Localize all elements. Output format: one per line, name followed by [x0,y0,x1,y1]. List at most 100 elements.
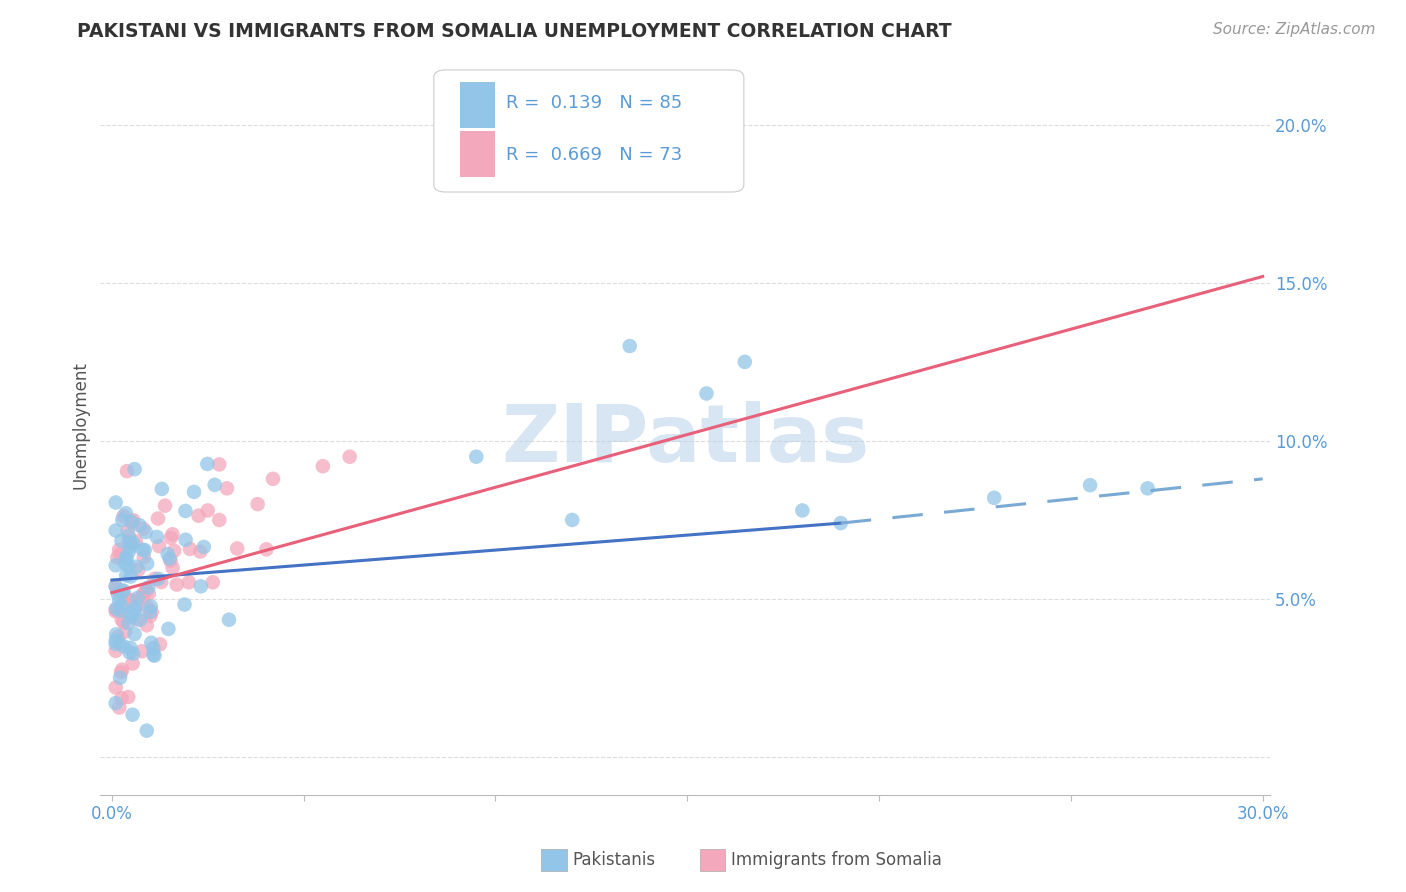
Point [104,524,127,538]
Point [132,590,155,604]
Point [122,513,145,527]
Point [114,624,136,639]
Point [187,508,209,523]
Point [110,665,132,680]
Point [111,603,134,617]
Point [153,499,176,513]
Point [105,627,128,641]
Point [120,540,142,554]
Point [465,450,488,464]
Point [110,533,132,548]
Point [148,539,170,553]
Point [159,553,181,567]
Point [339,450,361,464]
Point [108,542,131,557]
Point [124,462,146,476]
Point [120,593,142,607]
Point [121,609,143,624]
Point [179,541,201,556]
Text: ZIPatlas: ZIPatlas [501,401,869,479]
Point [150,482,173,496]
Point [104,644,127,658]
Point [142,641,165,656]
Text: R =  0.669   N = 73: R = 0.669 N = 73 [506,146,682,164]
Point [114,590,136,604]
Point [136,601,159,615]
Point [146,511,169,525]
Point [104,681,127,695]
Point [132,522,155,536]
Point [135,582,157,597]
Point [108,547,131,561]
Point [734,355,756,369]
Point [117,524,139,538]
Point [1078,478,1101,492]
Point [104,579,127,593]
Point [159,531,181,545]
Point [117,615,139,630]
Point [104,604,127,618]
Point [619,339,641,353]
Point [121,657,143,671]
Point [163,543,186,558]
Point [129,613,152,627]
Point [114,557,136,571]
Point [174,504,197,518]
Point [104,633,127,648]
Point [108,594,131,608]
Point [115,551,138,566]
Point [135,618,157,632]
Point [104,495,127,509]
Point [120,607,142,621]
Point [108,604,131,618]
Point [111,599,134,613]
Text: Source: ZipAtlas.com: Source: ZipAtlas.com [1212,22,1375,37]
Point [120,640,142,655]
Point [115,568,138,582]
Point [195,457,218,471]
Point [141,636,163,650]
Point [107,588,129,602]
Point [138,581,160,595]
Point [121,515,143,529]
Point [162,527,184,541]
Point [142,648,165,662]
Text: Immigrants from Somalia: Immigrants from Somalia [731,851,942,869]
Point [125,612,148,626]
Point [173,598,195,612]
Point [104,637,127,651]
Point [135,525,157,540]
Point [162,561,184,575]
Point [246,497,269,511]
Point [120,535,142,549]
Point [124,600,146,615]
Point [148,572,170,586]
Point [204,478,226,492]
Point [108,671,131,685]
Point [792,503,814,517]
Point [132,549,155,564]
Point [135,583,157,598]
Point [124,627,146,641]
Point [117,690,139,704]
Point [177,575,200,590]
Point [226,541,249,556]
Point [254,542,277,557]
Y-axis label: Unemployment: Unemployment [72,361,89,489]
Point [188,544,211,558]
Point [115,550,138,565]
Point [111,513,134,527]
Point [115,464,138,478]
Point [208,458,231,472]
Point [149,637,172,651]
Point [121,515,143,529]
Point [105,583,128,598]
Point [312,459,335,474]
Point [156,547,179,561]
Point [131,644,153,658]
Point [118,529,141,543]
Point [112,583,135,598]
Point [108,635,131,649]
Point [115,506,138,520]
Point [174,533,197,547]
